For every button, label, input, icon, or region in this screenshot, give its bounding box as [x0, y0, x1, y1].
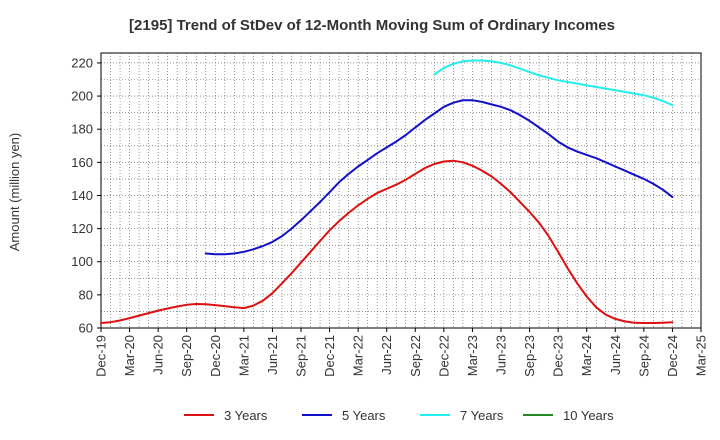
series-line-2	[204, 99, 674, 256]
x-tick-label: Sep-22	[408, 335, 423, 377]
x-tick-label: Mar-21	[236, 335, 251, 376]
x-tick-label: Mar-25	[694, 335, 709, 376]
legend: 3 Years 5 Years 7 Years 10 Years	[184, 408, 614, 423]
x-tick-label: Dec-19	[94, 335, 109, 377]
x-axis: Dec-19 Mar-20 Jun-20 Sep-20 Dec-20 Mar-21 Jun-…	[94, 328, 709, 377]
y-tick-label: 140	[71, 188, 93, 203]
legend-label-4: 10 Years	[563, 408, 614, 423]
x-tick-label: Jun-22	[379, 335, 394, 375]
legend-label-3: 7 Years	[460, 408, 504, 423]
legend-label-1: 3 Years	[224, 408, 268, 423]
y-tick-label: 160	[71, 155, 93, 170]
grid	[100, 53, 702, 329]
y-tick-label: 80	[79, 287, 93, 302]
plot-area	[100, 52, 702, 329]
chart-title: [2195] Trend of StDev of 12-Month Moving…	[129, 17, 615, 34]
x-tick-label: Jun-21	[265, 335, 280, 375]
series-line-3	[433, 59, 674, 107]
x-tick-label: Sep-23	[522, 335, 537, 377]
series-line-1	[100, 159, 674, 324]
x-tick-label: Dec-22	[436, 335, 451, 377]
x-tick-label: Dec-20	[208, 335, 223, 377]
x-tick-label: Jun-23	[494, 335, 509, 375]
x-tick-label: Mar-20	[122, 335, 137, 376]
x-tick-label: Dec-23	[551, 335, 566, 377]
y-axis-title: Amount (million yen)	[7, 133, 22, 252]
x-tick-label: Mar-22	[351, 335, 366, 376]
x-tick-label: Mar-23	[465, 335, 480, 376]
y-tick-label: 200	[71, 89, 93, 104]
y-tick-label: 100	[71, 254, 93, 269]
x-tick-label: Sep-24	[636, 335, 651, 377]
x-tick-label: Jun-24	[608, 335, 623, 375]
y-axis: 60 80 100 120 140 160 180 200 220	[71, 55, 101, 336]
x-tick-label: Sep-20	[179, 335, 194, 377]
x-tick-label: Dec-24	[665, 335, 680, 377]
x-tick-label: Mar-24	[579, 335, 594, 376]
legend-label-2: 5 Years	[342, 408, 386, 423]
y-tick-label: 180	[71, 122, 93, 137]
x-tick-label: Sep-21	[294, 335, 309, 377]
y-tick-label: 60	[79, 321, 93, 336]
x-tick-label: Dec-21	[322, 335, 337, 377]
y-tick-label: 220	[71, 55, 93, 70]
series-group	[100, 59, 674, 324]
x-tick-label: Jun-20	[151, 335, 166, 375]
y-tick-label: 120	[71, 221, 93, 236]
